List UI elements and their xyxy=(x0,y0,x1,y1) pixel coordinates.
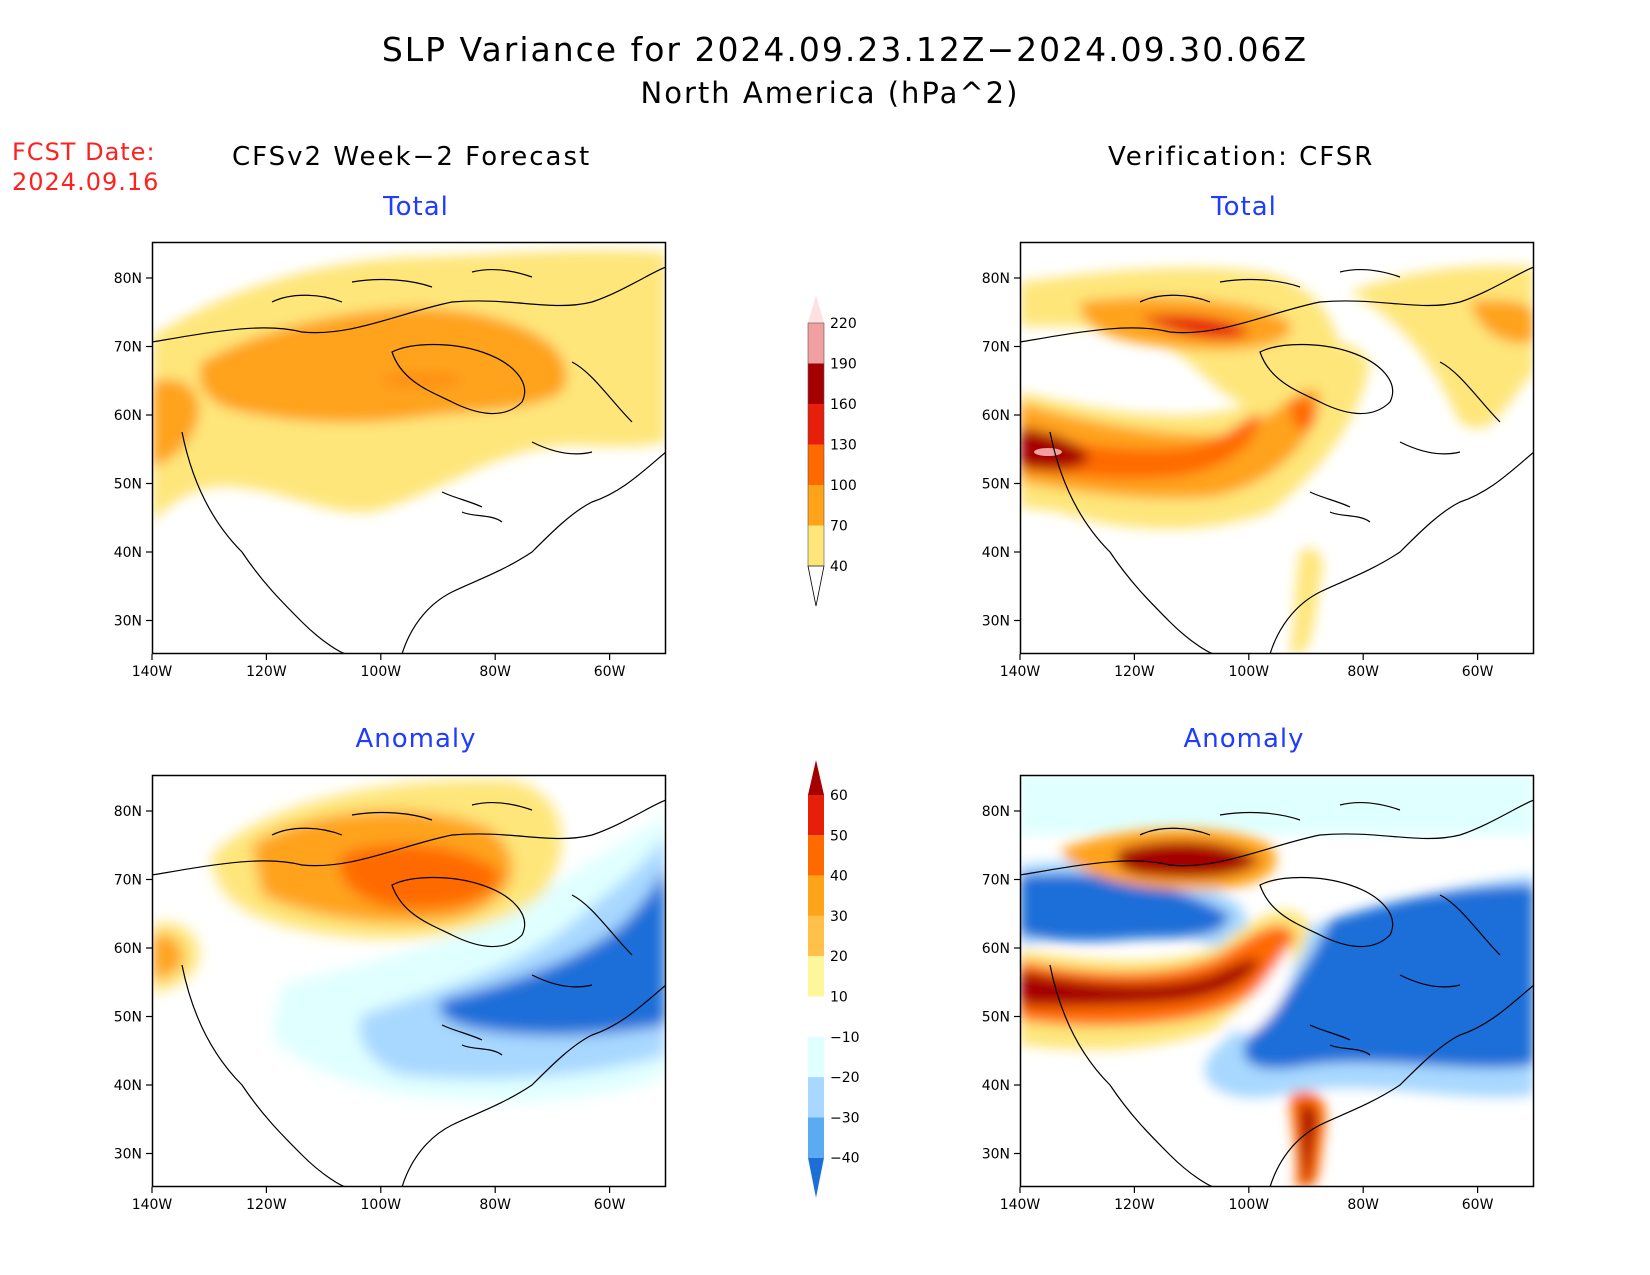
lat-label: 80N xyxy=(114,804,142,820)
verification-total-label: Total xyxy=(1211,192,1277,222)
lon-label: 120W xyxy=(246,1197,287,1213)
colorbar-segment xyxy=(808,875,824,916)
lat-label: 50N xyxy=(114,477,142,493)
lat-label: 40N xyxy=(114,1078,142,1094)
lon-label: 80W xyxy=(479,1197,511,1213)
colorbar-label: 220 xyxy=(830,316,857,332)
lon-label: 120W xyxy=(1114,664,1155,680)
lat-label: 60N xyxy=(114,941,142,957)
colorbar-label: 190 xyxy=(830,357,857,373)
colorbar-segment xyxy=(808,1036,824,1078)
forecast-total-label: Total xyxy=(383,192,449,222)
colorbar-label: 60 xyxy=(830,788,848,804)
lon-label: 60W xyxy=(1462,664,1494,680)
colorbar-label: 130 xyxy=(830,438,857,454)
colorbar-label: 70 xyxy=(830,519,848,535)
lon-label: 100W xyxy=(361,1197,402,1213)
lat-label: 60N xyxy=(982,941,1010,957)
colorbar-label: −30 xyxy=(830,1110,860,1126)
colorbar-label: 100 xyxy=(830,478,857,494)
chart-subtitle: North America (hPa^2) xyxy=(640,76,1020,110)
lat-label: 70N xyxy=(114,873,142,889)
colorbar-segment xyxy=(808,363,824,404)
colorbar-label: 160 xyxy=(830,397,857,413)
lat-label: 70N xyxy=(982,873,1010,889)
lon-label: 120W xyxy=(1114,1197,1155,1213)
verification-anomaly-map xyxy=(1019,774,1535,1188)
colorbar-label: 30 xyxy=(830,909,848,925)
colorbar-segment xyxy=(808,404,824,445)
lat-label: 80N xyxy=(114,271,142,287)
colorbar-bottom-arrow xyxy=(808,1157,824,1198)
colorbar-segment xyxy=(808,956,824,997)
colorbar-label: −20 xyxy=(830,1070,860,1086)
verification-column-title: Verification: CFSR xyxy=(1108,142,1375,172)
colorbar-label: 50 xyxy=(830,828,848,844)
total-colorbar: 40 70 100 130 160 190 220 xyxy=(807,295,857,607)
lat-label: 30N xyxy=(982,1147,1010,1163)
lon-label: 100W xyxy=(1229,664,1270,680)
colorbar-label: 20 xyxy=(830,949,848,965)
lon-label: 120W xyxy=(246,664,287,680)
colorbar-segment xyxy=(808,1117,824,1158)
colorbar-label: −40 xyxy=(830,1151,860,1167)
colorbar-label: −10 xyxy=(830,1030,860,1046)
lon-label: 80W xyxy=(1347,664,1379,680)
colorbar-segment xyxy=(808,996,824,1037)
verification-anomaly-label: Anomaly xyxy=(1183,724,1305,754)
lon-label: 140W xyxy=(132,1197,173,1213)
colorbar-segment xyxy=(808,323,824,364)
lat-label: 30N xyxy=(982,614,1010,630)
lon-label: 60W xyxy=(594,1197,626,1213)
verification-total-map xyxy=(1019,241,1535,655)
colorbar-top-arrow xyxy=(808,295,824,323)
lon-label: 80W xyxy=(1347,1197,1379,1213)
colorbar-top-arrow xyxy=(808,760,824,795)
lat-label: 40N xyxy=(114,545,142,561)
lat-label: 50N xyxy=(982,1010,1010,1026)
lat-label: 40N xyxy=(982,1078,1010,1094)
lat-label: 80N xyxy=(982,804,1010,820)
lat-label: 80N xyxy=(982,271,1010,287)
lat-label: 30N xyxy=(114,614,142,630)
lat-label: 50N xyxy=(982,477,1010,493)
lon-label: 140W xyxy=(1000,664,1041,680)
colorbar-label: 40 xyxy=(830,869,848,885)
lat-label: 40N xyxy=(982,545,1010,561)
fcst-date-label: FCST Date: xyxy=(12,138,156,166)
colorbar-label: 40 xyxy=(830,559,848,575)
lat-label: 70N xyxy=(114,340,142,356)
forecast-column-title: CFSv2 Week−2 Forecast xyxy=(232,142,592,172)
colorbar-segment xyxy=(808,525,824,566)
forecast-anomaly-label: Anomaly xyxy=(355,724,477,754)
lon-label: 140W xyxy=(132,664,173,680)
colorbar-segment xyxy=(808,444,824,485)
lat-label: 50N xyxy=(114,1010,142,1026)
forecast-anomaly-map xyxy=(151,774,667,1188)
lat-label: 60N xyxy=(982,408,1010,424)
colorbar-segment xyxy=(808,915,824,957)
colorbar-segment xyxy=(808,835,824,876)
colorbar-label: 10 xyxy=(830,990,848,1006)
lon-label: 60W xyxy=(594,664,626,680)
forecast-total-map xyxy=(151,241,667,655)
lon-label: 100W xyxy=(361,664,402,680)
chart-title: SLP Variance for 2024.09.23.12Z−2024.09.… xyxy=(381,30,1309,69)
lat-label: 60N xyxy=(114,408,142,424)
lat-label: 30N xyxy=(114,1147,142,1163)
colorbar-bottom-arrow xyxy=(807,565,825,607)
lon-label: 100W xyxy=(1229,1197,1270,1213)
colorbar-segment xyxy=(808,485,824,526)
lat-label: 70N xyxy=(982,340,1010,356)
lon-label: 80W xyxy=(479,664,511,680)
fcst-date-value: 2024.09.16 xyxy=(12,168,160,196)
lon-label: 140W xyxy=(1000,1197,1041,1213)
anomaly-colorbar: 60 50 40 30 20 10 −10 −20 −30 −40 xyxy=(808,760,860,1198)
colorbar-segment xyxy=(808,795,824,836)
lon-label: 60W xyxy=(1462,1197,1494,1213)
colorbar-segment xyxy=(808,1077,824,1118)
